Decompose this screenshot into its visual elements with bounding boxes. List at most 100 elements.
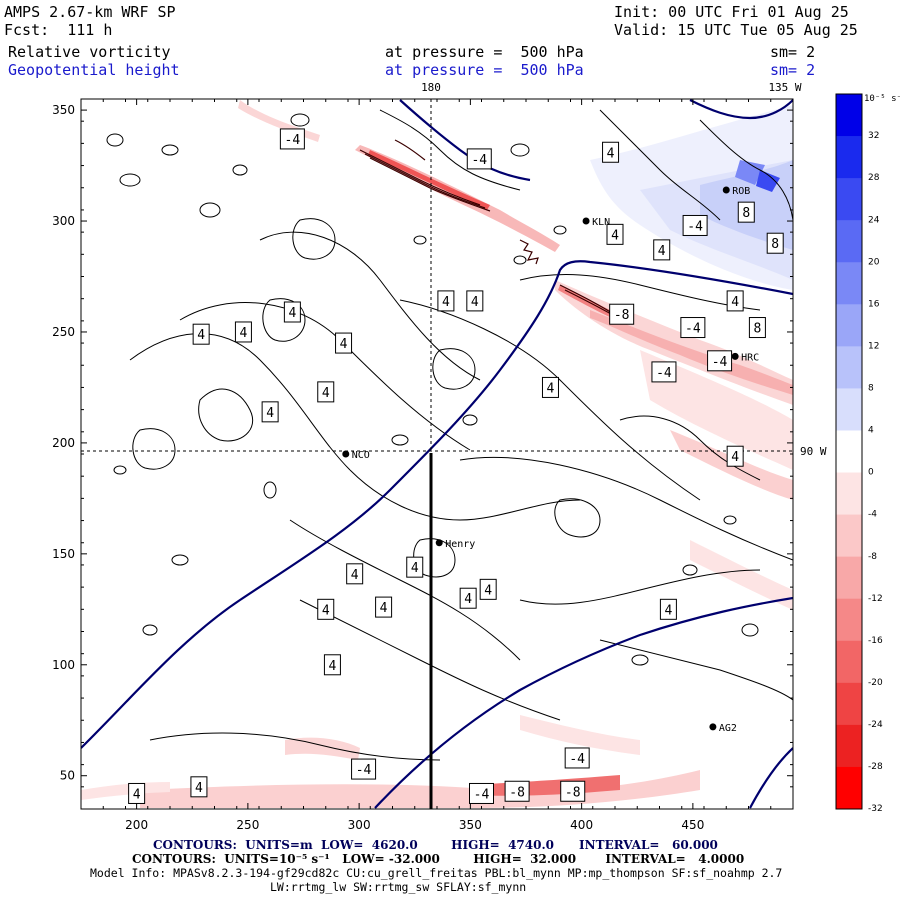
colorbar-tick-label: 0 <box>868 468 874 478</box>
colorbar-tick-label: 4 <box>868 426 874 436</box>
svg-text:-4: -4 <box>685 322 701 337</box>
contour-label: 4 <box>335 332 353 354</box>
station-rob: ROB <box>722 186 750 197</box>
contour-label: 4 <box>323 654 341 676</box>
axes: 200 250 300 350 400 450 50 100 150 200 250 300 350 <box>52 98 794 832</box>
svg-text:-4: -4 <box>474 787 490 802</box>
svg-text:4: 4 <box>442 295 450 310</box>
contour-label: 4 <box>659 598 677 620</box>
colorbar-segment <box>836 724 862 768</box>
svg-text:4: 4 <box>731 295 739 310</box>
field-vorticity: Relative vorticity <box>8 43 171 61</box>
colorbar-tick-label: 12 <box>868 341 879 351</box>
colorbar-segment <box>836 136 862 179</box>
station-nco: NCO <box>342 450 370 461</box>
colorbar-tick-label: 20 <box>868 257 880 267</box>
svg-text:-4: -4 <box>471 153 487 168</box>
colorbar-segment <box>836 472 862 516</box>
colorbar-segment <box>836 220 862 263</box>
colorbar-tick-label: 32 <box>868 131 879 141</box>
init-time: Init: 00 UTC Fri 01 Aug 25 <box>614 3 849 21</box>
colorbar-tick-label: -8 <box>868 552 877 562</box>
contour-label: -4 <box>707 350 733 372</box>
colorbar-segment <box>836 598 862 642</box>
contour-label: 8 <box>766 232 784 254</box>
colorbar-segment <box>836 388 862 431</box>
colorbar-tick-label: -28 <box>868 762 883 772</box>
lon-135w-label: 135 W <box>768 81 801 94</box>
contour-label: 4 <box>261 401 279 423</box>
pressure-geopotential: at pressure = 500 hPa <box>385 61 584 79</box>
svg-text:4: 4 <box>471 295 479 310</box>
geopotential-contours <box>81 99 793 809</box>
contour-label: -4 <box>351 758 377 780</box>
colorbar-segment <box>836 514 862 558</box>
smoothing-geopotential: sm= 2 <box>770 61 816 79</box>
contour-label: 4 <box>541 376 559 398</box>
svg-text:-8: -8 <box>509 785 525 800</box>
valid-time: Valid: 15 UTC Tue 05 Aug 25 <box>614 21 858 39</box>
contour-label: 4 <box>459 587 477 609</box>
contour-label: -4 <box>564 747 590 769</box>
svg-text:4: 4 <box>322 386 330 401</box>
y-tick-label: 250 <box>52 325 75 339</box>
contour-label: 4 <box>317 598 335 620</box>
svg-text:4: 4 <box>547 381 555 396</box>
contour-label: -4 <box>651 361 677 383</box>
contour-label: 4 <box>437 290 455 312</box>
x-tick-label: 350 <box>459 818 482 832</box>
station-kln: KLN <box>582 217 610 228</box>
colorbar-segment <box>836 304 862 347</box>
svg-text:4: 4 <box>197 328 205 343</box>
svg-text:AG2: AG2 <box>719 723 737 734</box>
contour-label: 4 <box>466 290 484 312</box>
svg-text:4: 4 <box>322 603 330 618</box>
svg-text:8: 8 <box>753 322 761 337</box>
colorbar-segment <box>836 640 862 684</box>
colorbar-tick-label: -24 <box>868 720 883 730</box>
svg-text:ROB: ROB <box>732 186 750 197</box>
contour-label: -8 <box>560 780 586 802</box>
colorbar-segment <box>836 94 862 137</box>
svg-text:4: 4 <box>329 659 337 674</box>
svg-text:4: 4 <box>611 228 619 243</box>
colorbar-unit-label: 10⁻⁵ s⁻¹ <box>864 94 900 104</box>
contour-label: 4 <box>602 141 620 163</box>
colorbar-tick-label: 8 <box>868 384 874 394</box>
y-tick-label: 300 <box>52 214 75 228</box>
svg-text:-4: -4 <box>356 763 372 778</box>
colorbar-tick-label: -20 <box>868 678 883 688</box>
colorbar-tick-label: -32 <box>868 804 883 814</box>
svg-text:NCO: NCO <box>352 450 370 461</box>
smoothing-vorticity: sm= 2 <box>770 43 816 61</box>
svg-text:4: 4 <box>133 787 141 802</box>
colorbar-segment <box>836 682 862 726</box>
colorbar-segment <box>836 430 862 474</box>
footer-contours-height: CONTOURS: UNITS=m LOW= 4620.0 HIGH= 4740… <box>153 838 718 852</box>
svg-text:4: 4 <box>351 568 359 583</box>
x-tick-label: 300 <box>348 818 371 832</box>
svg-text:-4: -4 <box>569 752 585 767</box>
station-ag2: AG2 <box>709 723 737 734</box>
contour-label: 8 <box>737 201 755 223</box>
x-tick-label: 200 <box>125 818 148 832</box>
colorbar-segment <box>836 346 862 389</box>
colorbar-tick-label: -16 <box>868 636 883 646</box>
contour-label: 8 <box>748 317 766 339</box>
colorbar-frame <box>835 93 863 810</box>
svg-text:4: 4 <box>484 583 492 598</box>
contour-label: 4 <box>190 776 208 798</box>
contour-label: -4 <box>682 214 708 236</box>
contour-label: 4 <box>406 556 424 578</box>
station-hrc: HRC <box>731 352 759 363</box>
svg-text:-8: -8 <box>565 785 581 800</box>
svg-text:-4: -4 <box>712 355 728 370</box>
contour-label: 4 <box>317 381 335 403</box>
pressure-vorticity: at pressure = 500 hPa <box>385 43 584 61</box>
contour-label: 4 <box>234 321 252 343</box>
colorbar-segment <box>836 556 862 600</box>
contour-label: 4 <box>375 596 393 618</box>
model-title: AMPS 2.67-km WRF SP <box>4 3 176 21</box>
footer-contours-vorticity: CONTOURS: UNITS=10⁻⁵ s⁻¹ LOW= -32.000 HI… <box>132 852 745 866</box>
